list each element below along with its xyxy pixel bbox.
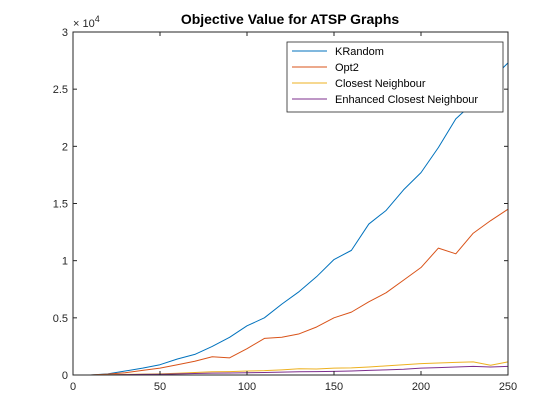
y-exponent-base: × 10 [73,18,95,30]
series-line-1 [90,62,509,376]
y-tick-label: 2.5 [53,84,68,96]
y-axis: 0 0.5 1 1.5 2 2.5 3 [53,27,508,382]
x-tick-label: 100 [238,381,256,393]
legend-items: KRandom Opt2 Closest Neighbour Enhanced Clo… [292,46,478,106]
x-axis: 0 50 100 150 200 250 [70,32,517,393]
x-tick-label: 250 [499,381,517,393]
legend-box [286,41,504,113]
y-exponent-label: × 104 [73,14,100,30]
legend-label: Closest Neighbour [335,78,426,90]
legend: KRandom Opt2 Closest Neighbour Enhanced Clo… [286,41,504,113]
x-tick-label: 150 [325,381,343,393]
legend-label: KRandom [335,46,384,58]
legend-label: Enhanced Closest Neighbour [335,94,478,106]
y-tick-label: 1 [62,256,68,268]
y-tick-label: 0 [62,370,68,382]
legend-label: Opt2 [335,62,359,74]
y-exponent-power: 4 [95,14,100,24]
y-tick-label: 1.5 [53,199,68,211]
y-tick-label: 0.5 [53,313,68,325]
y-tick-label: 3 [62,27,68,39]
series-line-2 [90,208,509,376]
y-tick-label: 2 [62,141,68,153]
x-tick-label: 200 [412,381,430,393]
x-tick-label: 0 [70,381,76,393]
chart-title: Objective Value for ATSP Graphs [181,11,400,27]
x-tick-label: 50 [154,381,166,393]
